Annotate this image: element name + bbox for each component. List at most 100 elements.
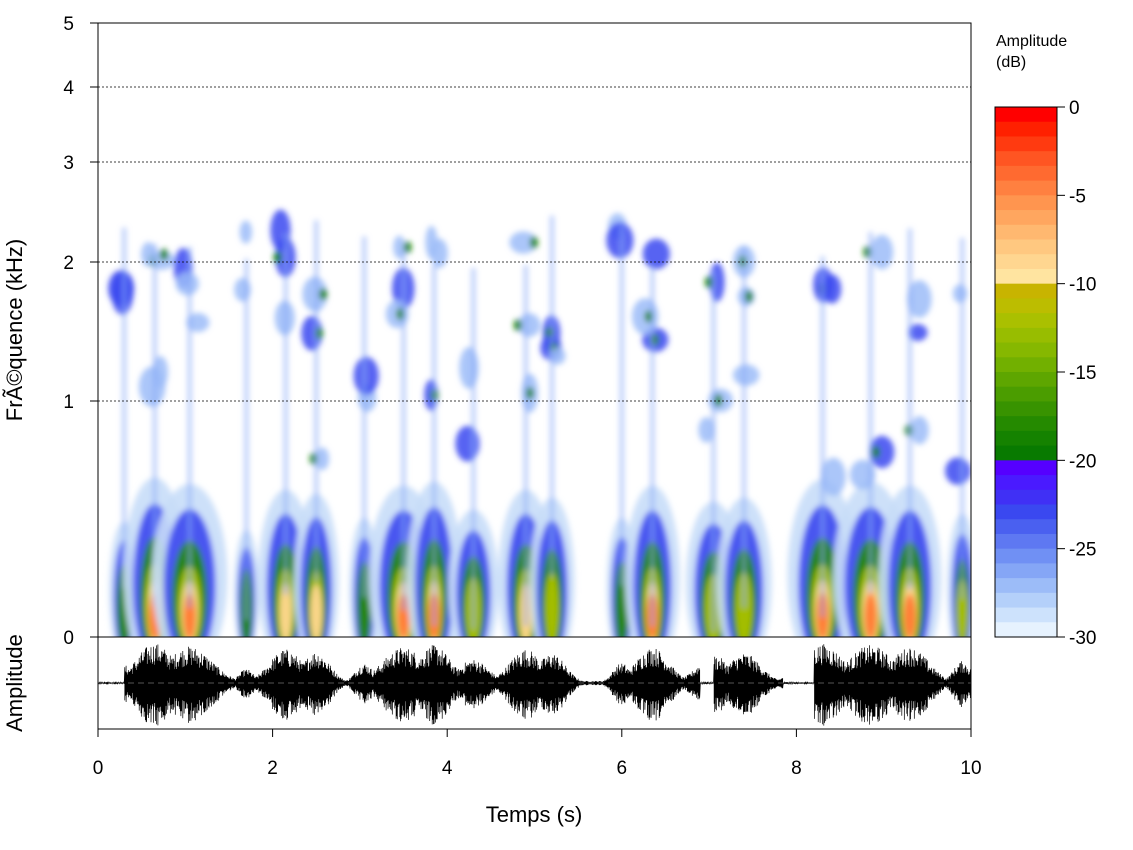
energy-streak <box>471 267 476 630</box>
formant-patch <box>459 346 479 389</box>
colorbar-title-line2: (dB) <box>996 54 1026 71</box>
formant-core <box>871 446 880 459</box>
formant-core <box>273 251 282 264</box>
formant-patch <box>869 435 895 469</box>
x-tick-label: 4 <box>442 758 453 779</box>
colorbar-swatch <box>995 622 1057 638</box>
colorbar-swatch <box>995 430 1057 447</box>
x-tick-label: 0 <box>93 758 104 779</box>
colorbar-swatches <box>995 107 1057 638</box>
y-tick-label: 1 <box>63 392 74 413</box>
energy-streak <box>187 246 192 609</box>
colorbar-swatch <box>995 342 1057 358</box>
time-axis: 0 2 4 6 8 10 <box>93 729 982 779</box>
frequency-gridlines <box>98 86 971 402</box>
colorbar-swatch <box>995 504 1057 520</box>
energy-streak <box>820 256 825 618</box>
formant-core <box>704 276 713 289</box>
colorbar-swatch <box>995 607 1057 623</box>
energy-blob <box>279 582 292 637</box>
formant-patch <box>509 231 538 254</box>
formant-core <box>744 290 753 303</box>
energy-blob <box>544 571 560 637</box>
colorbar-swatch <box>995 489 1057 506</box>
energy-blob <box>310 584 323 637</box>
colorbar-tick-label: -5 <box>1069 186 1086 207</box>
colorbar-tick-label: -20 <box>1069 451 1096 472</box>
colorbar-swatch <box>995 327 1057 344</box>
colorbar-swatch <box>995 578 1057 594</box>
energy-streak <box>523 265 528 627</box>
colorbar-swatch <box>995 372 1057 388</box>
frequency-axis: 0 1 2 3 4 5 <box>63 14 98 649</box>
formant-patch <box>425 225 438 259</box>
colorbar-swatch <box>995 136 1057 152</box>
x-tick-label: 10 <box>960 758 981 779</box>
energy-layer <box>108 209 971 637</box>
amplitude-axis-title: Amplitude <box>2 634 27 732</box>
formant-core <box>160 248 169 261</box>
energy-streak <box>742 246 747 608</box>
colorbar-swatch <box>995 283 1057 299</box>
energy-streak <box>868 231 873 594</box>
spectrogram-panel: 0 1 2 3 4 5 FrÃ©quence (kHz) <box>2 14 972 649</box>
colorbar-tick-label: -30 <box>1069 628 1096 649</box>
colorbar-swatch <box>995 165 1057 182</box>
energy-streak <box>362 236 367 598</box>
energy-streak <box>960 237 965 599</box>
energy-blob <box>903 594 916 637</box>
colorbar-swatch <box>995 107 1057 123</box>
formant-core <box>714 394 723 407</box>
formant-patch <box>642 238 670 270</box>
energy-streak <box>711 270 716 632</box>
energy-streak <box>152 243 157 606</box>
y-tick-label: 2 <box>63 253 74 274</box>
energy-streak <box>432 264 437 627</box>
waveform-trace <box>98 644 971 726</box>
colorbar-swatch <box>995 386 1057 403</box>
formant-core <box>529 236 538 249</box>
formant-patch <box>239 220 253 244</box>
energy-blob <box>864 593 877 637</box>
energy-streak <box>244 258 249 621</box>
formant-patch <box>945 457 971 485</box>
y-tick-label: 0 <box>63 628 74 649</box>
y-tick-label: 3 <box>63 153 74 174</box>
colorbar-swatch <box>995 548 1057 564</box>
energy-streak <box>122 227 127 589</box>
energy-blob <box>183 593 196 637</box>
formant-patch <box>698 417 715 443</box>
formant-patch <box>821 457 846 497</box>
formant-core <box>319 288 328 301</box>
energy-blob <box>357 561 372 637</box>
formant-patch <box>175 272 199 296</box>
x-tick-label: 6 <box>617 758 628 779</box>
energy-streak <box>283 233 288 595</box>
colorbar-swatch <box>995 445 1057 461</box>
oscillogram-frame <box>97 636 972 730</box>
colorbar-swatch <box>995 357 1057 373</box>
colorbar-swatch <box>995 592 1057 609</box>
colorbar-swatch <box>995 563 1057 579</box>
x-tick-label: 2 <box>267 758 278 779</box>
colorbar-swatch <box>995 224 1057 241</box>
formant-patch <box>186 312 210 333</box>
frequency-axis-title: FrÃ©quence (kHz) <box>2 239 27 421</box>
energy-streak <box>401 249 406 611</box>
formant-patch <box>870 234 894 270</box>
colorbar-swatch <box>995 519 1057 535</box>
colorbar-axis: 0 -5 -10 -15 -20 -25 -30 <box>1057 98 1096 649</box>
colorbar-swatch <box>995 151 1057 167</box>
formant-patch <box>141 242 156 267</box>
colorbar-swatch <box>995 475 1057 491</box>
colorbar-swatch <box>995 195 1057 211</box>
colorbar: Amplitude (dB) 0 -5 -10 -15 -20 -25 -30 <box>994 33 1096 649</box>
formant-patch <box>907 280 932 318</box>
energy-streak <box>650 265 655 627</box>
colorbar-swatch <box>995 298 1057 314</box>
formant-core <box>403 241 412 254</box>
oscillogram-panel: Amplitude <box>2 634 972 732</box>
y-tick-label: 4 <box>63 78 74 99</box>
x-tick-label: 8 <box>791 758 802 779</box>
